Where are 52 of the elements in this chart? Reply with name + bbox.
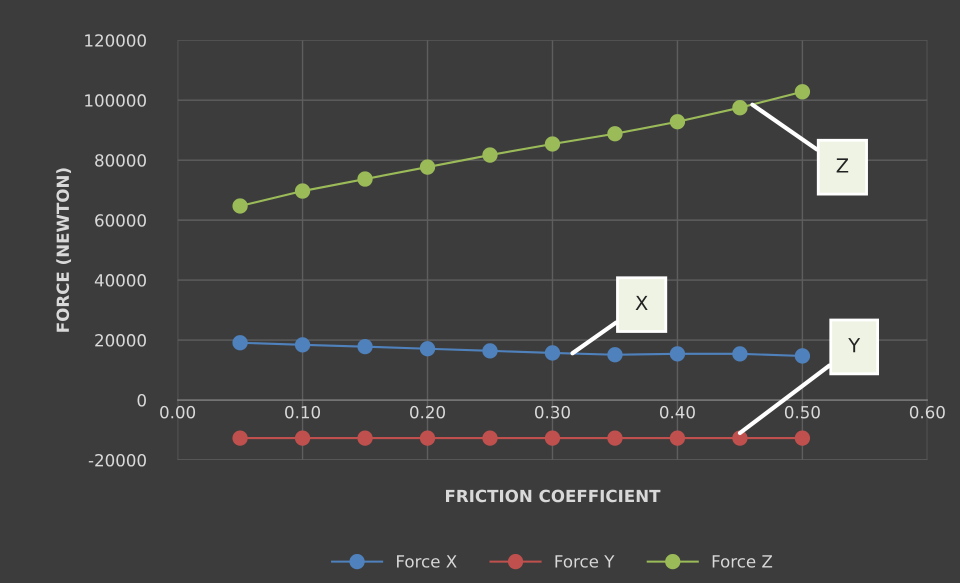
point xyxy=(294,430,310,446)
x-tick-label: 0.20 xyxy=(410,406,445,418)
point xyxy=(420,159,436,175)
point xyxy=(357,339,373,354)
point xyxy=(607,126,623,142)
point xyxy=(607,430,623,446)
point xyxy=(670,114,686,130)
point xyxy=(482,147,498,163)
y-tick-label: 40000 xyxy=(94,274,146,287)
annotation: X xyxy=(636,296,648,310)
point xyxy=(794,348,810,364)
point xyxy=(232,335,248,350)
point xyxy=(544,345,560,361)
x-tick-label: 0.40 xyxy=(660,406,695,418)
point xyxy=(544,136,560,152)
point xyxy=(420,430,436,446)
y-tick-label: 120000 xyxy=(85,34,146,47)
x-axis-title: FRICTION COEFFICIENT xyxy=(446,490,660,502)
point xyxy=(357,430,373,446)
point xyxy=(294,337,310,352)
x-tick-label: 0.30 xyxy=(535,406,570,418)
legend-label: Force Z xyxy=(712,555,772,568)
point xyxy=(794,430,810,446)
point xyxy=(794,84,810,100)
point xyxy=(482,430,498,446)
point xyxy=(544,430,560,446)
point xyxy=(670,346,686,362)
y-axis-title: FORCE (NEWTON) xyxy=(56,168,72,332)
x-tick-label: 0.00 xyxy=(160,406,196,418)
x-tick-label: 0.10 xyxy=(285,406,320,418)
point xyxy=(232,430,248,446)
point xyxy=(294,183,310,199)
point xyxy=(670,430,686,446)
point xyxy=(482,343,498,358)
annotation: Y xyxy=(848,338,860,352)
point xyxy=(732,100,748,116)
point xyxy=(357,171,373,187)
y-tick-label: 80000 xyxy=(95,154,146,167)
point xyxy=(420,341,436,356)
x-tick-label: 0.50 xyxy=(784,406,820,418)
y-tick-label: 0 xyxy=(138,394,146,407)
annotation: Z xyxy=(836,158,848,173)
point xyxy=(232,198,248,214)
y-tick-label: 100000 xyxy=(85,94,146,107)
point xyxy=(607,347,623,362)
x-tick-label: 0.60 xyxy=(910,406,945,418)
point xyxy=(732,346,748,362)
y-tick-label: 20000 xyxy=(95,334,146,347)
legend-label: Force Y xyxy=(556,555,614,568)
y-tick-label: -20000 xyxy=(88,454,146,467)
legend-label: Force X xyxy=(397,555,457,568)
y-tick-label: 60000 xyxy=(95,214,146,227)
